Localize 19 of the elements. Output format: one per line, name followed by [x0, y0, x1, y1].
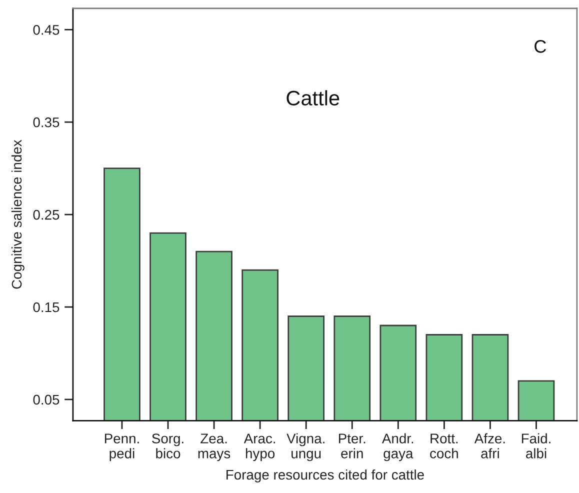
y-tick-label: 0.45: [33, 24, 60, 35]
x-tick-label: Zea. mays: [198, 434, 230, 462]
x-tick-label: Andr. gaya: [382, 433, 414, 462]
text: Cattle: [286, 90, 340, 106]
x-tick-label: Sorg. bico: [152, 434, 184, 458]
y-axis-title: Cognitive salience index: [11, 140, 24, 289]
x-tick-label: Faid. albi: [522, 433, 550, 458]
x-tick-label: Arac. hypo: [244, 434, 276, 462]
x-tick-label: Rott. coch: [430, 434, 458, 458]
x-axis-title: Forage resources cited for cattle: [226, 469, 424, 482]
x-tick-label: Vigna. ungu: [286, 433, 324, 462]
y-tick-label: 0.35: [33, 117, 60, 128]
y-tick-label: 0.25: [33, 210, 60, 220]
annotation: C: [534, 40, 546, 53]
x-tick-label: Afze. afri: [474, 433, 505, 458]
x-tick-label: Penn. pedi: [104, 434, 139, 462]
x-tick-label: Pter. erin: [338, 434, 366, 458]
y-tick-label: 0.05: [33, 394, 60, 405]
y-tick-label: 0.15: [33, 302, 60, 312]
